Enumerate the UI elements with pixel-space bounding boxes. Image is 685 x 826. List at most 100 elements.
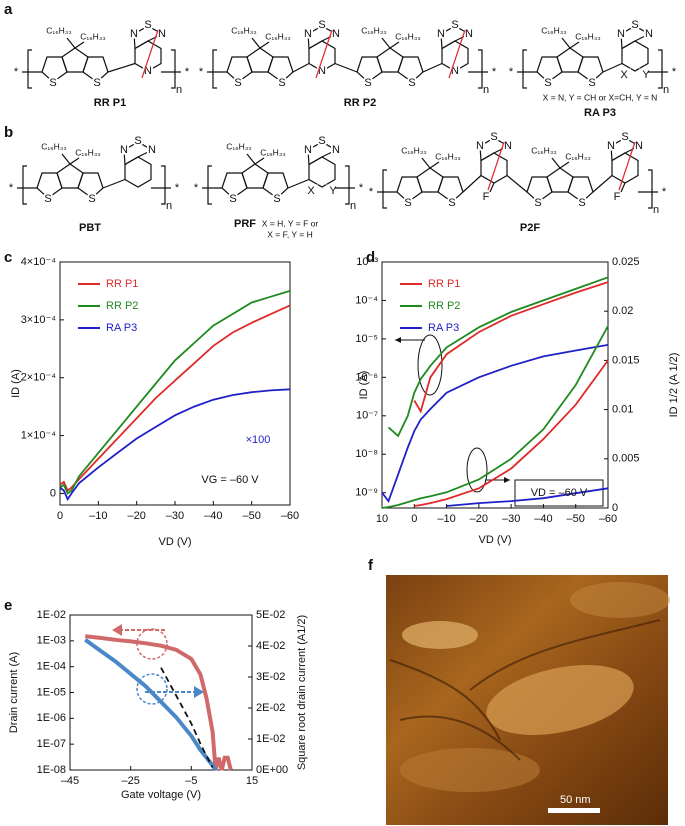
substituent: C₁₆H₃₃: [575, 31, 601, 41]
bond: [462, 175, 482, 193]
x-tick-label: –20: [470, 513, 488, 525]
polymer-name: RR P2: [344, 97, 376, 109]
series-line: [381, 344, 609, 504]
series-line: [381, 325, 609, 509]
bond: [246, 153, 256, 165]
y2-tick-label: 0.02: [612, 305, 633, 317]
star: *: [359, 182, 364, 194]
series-line: [446, 487, 609, 507]
series-line: [387, 276, 609, 438]
bond: [69, 157, 80, 165]
bracket: [522, 49, 527, 89]
arrow: [487, 141, 505, 191]
arrow: [315, 29, 333, 79]
y-tick-label: 10⁻⁷: [356, 410, 378, 422]
panel-label: b: [4, 124, 13, 141]
x-axis-title: VD (V): [479, 534, 512, 546]
substituent: C₁₆H₃₃: [75, 147, 101, 157]
y-tick-label: 10⁻⁸: [355, 448, 378, 460]
bond: [82, 56, 109, 83]
atom-label: S: [404, 197, 411, 209]
atom-label: N: [120, 144, 128, 156]
atom-label: N: [635, 140, 643, 152]
y-tick-label: 0: [50, 487, 56, 499]
series-line: [59, 290, 291, 495]
substituent: C₁₆H₃₃: [395, 31, 421, 41]
y2-tick-label: 3E-02: [256, 671, 285, 683]
bond: [267, 56, 294, 83]
repeat-n: n: [176, 84, 182, 96]
bond: [611, 152, 639, 184]
bond: [480, 152, 508, 184]
polymer-name: PBT: [79, 222, 101, 234]
bracket: [382, 169, 387, 209]
series-line: [160, 667, 214, 768]
legend-label: RR P1: [106, 278, 138, 290]
series-line: [84, 634, 233, 771]
bond: [440, 25, 471, 50]
bond: [66, 37, 76, 49]
y-axis-title: ID (A): [358, 371, 370, 400]
bond: [226, 56, 253, 83]
repeat-n: n: [483, 84, 489, 96]
atom-label: S: [364, 77, 371, 89]
atom-label: N: [158, 28, 166, 40]
bond: [308, 156, 336, 188]
x-tick-label: 0: [411, 513, 417, 525]
atom-label: S: [273, 193, 280, 205]
x-tick-label: –30: [166, 510, 184, 522]
polymer-name: RR P1: [94, 97, 126, 109]
series-line: [59, 304, 291, 492]
bond: [577, 56, 604, 83]
atom-label: N: [504, 140, 512, 152]
x-tick-label: –60: [281, 510, 299, 522]
x-tick-label: –10: [89, 510, 107, 522]
atom-label: S: [318, 135, 325, 147]
y2-axis-title: Square root drain current (A1/2): [296, 615, 308, 770]
x-tick-label: –30: [502, 513, 520, 525]
bond: [556, 47, 584, 73]
substituent: C₁₆H₃₃: [435, 151, 461, 161]
bond: [307, 141, 338, 166]
atom-label: S: [144, 19, 151, 31]
x-tick-label: –40: [204, 510, 222, 522]
repeat-n: n: [166, 200, 172, 212]
y2-tick-label: 4E-02: [256, 640, 285, 652]
scale-bar-label: 50 nm: [560, 794, 591, 806]
polymer-note: X = N, Y = CH or X=CH, Y = N: [543, 92, 658, 102]
x-tick-label: –20: [127, 510, 145, 522]
bond: [376, 47, 404, 73]
panel-label: e: [4, 597, 12, 614]
bond: [536, 56, 563, 83]
bond: [133, 25, 164, 50]
bond: [41, 56, 68, 83]
y2-tick-label: 0E+00: [256, 764, 288, 776]
legend-label: RA P3: [428, 322, 459, 334]
arrow: [141, 29, 159, 79]
atom-label: S: [234, 77, 241, 89]
y2-tick-label: 0: [612, 502, 618, 514]
bond: [259, 41, 270, 49]
atom-label: N: [318, 65, 326, 77]
polymer-note: X = H, Y = F or: [262, 218, 319, 228]
star: *: [14, 66, 19, 78]
x-tick-label: –5: [185, 775, 197, 787]
polymer-note: X = F, Y = H: [267, 229, 313, 239]
star: *: [199, 66, 204, 78]
star: *: [9, 182, 14, 194]
bond: [77, 172, 104, 199]
atom-label: S: [490, 131, 497, 143]
y-axis-title: ID (A): [10, 369, 22, 398]
atom-label: S: [44, 193, 51, 205]
polymer-name: P2F: [520, 222, 540, 234]
bond: [241, 163, 269, 189]
y2-tick-label: 0.01: [612, 404, 633, 416]
x-tick-label: 0: [57, 510, 63, 522]
y2-tick-label: 0.015: [612, 354, 640, 366]
bracket: [345, 165, 350, 205]
bracket: [171, 49, 176, 89]
atom-label: F: [483, 191, 490, 203]
plot-frame: [59, 261, 291, 506]
plot-frame: [381, 261, 609, 509]
star: *: [492, 66, 497, 78]
